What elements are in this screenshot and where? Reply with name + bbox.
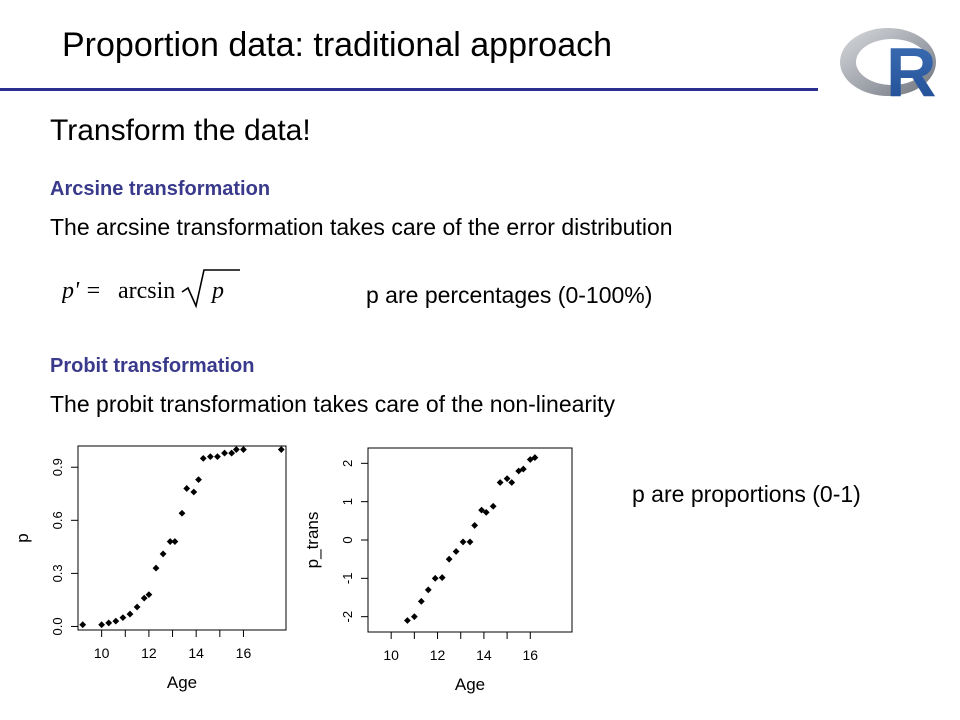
- y-tick-label: 0.6: [50, 511, 65, 529]
- data-point: [452, 548, 460, 555]
- slide-title: Proportion data: traditional approach: [62, 26, 613, 64]
- data-point: [195, 476, 202, 484]
- plot-frame: [77, 445, 287, 631]
- probit-heading: Probit transformation: [50, 355, 255, 377]
- x-tick-label: 12: [141, 645, 157, 661]
- data-point: [166, 538, 174, 545]
- y-tick-label: 0.9: [50, 458, 65, 476]
- data-point: [531, 454, 539, 461]
- title-underline: [0, 88, 818, 91]
- data-point: [126, 610, 134, 618]
- y-tick-label: 0: [340, 536, 355, 543]
- data-point: [438, 574, 446, 581]
- x-axis-label: Age: [167, 673, 197, 692]
- y-tick-label: -2: [340, 611, 355, 623]
- data-point: [228, 449, 236, 457]
- arcsine-heading: Arcsine transformation: [50, 178, 271, 200]
- data-point: [112, 617, 120, 625]
- data-point: [489, 502, 497, 510]
- y-axis-label: p: [13, 533, 32, 542]
- data-point: [240, 446, 247, 453]
- data-point: [482, 509, 490, 516]
- data-point: [98, 621, 106, 629]
- data-point: [277, 446, 285, 453]
- data-point: [199, 454, 207, 462]
- data-point: [232, 446, 240, 453]
- y-tick-label: 0.3: [50, 564, 65, 582]
- data-point: [178, 509, 186, 517]
- section-heading: Transform the data!: [50, 114, 311, 147]
- data-point: [417, 597, 425, 605]
- data-point: [105, 619, 113, 627]
- data-point: [79, 621, 87, 629]
- formula-lhs: p' =: [62, 278, 101, 304]
- data-point: [404, 617, 411, 624]
- y-tick-label: -1: [340, 573, 355, 585]
- data-point: [140, 594, 148, 602]
- r-logo-letter: R: [886, 33, 937, 110]
- arcsine-formula: p' = arcsin p: [62, 269, 240, 309]
- data-point: [519, 465, 527, 473]
- data-point: [190, 488, 198, 496]
- y-tick-label: 2: [340, 460, 355, 467]
- data-point: [478, 506, 485, 514]
- data-point: [410, 613, 418, 621]
- data-point: [459, 538, 467, 546]
- data-point: [503, 475, 511, 483]
- data-point: [496, 479, 504, 486]
- data-point: [152, 564, 160, 572]
- formula-var: p: [210, 278, 224, 304]
- data-point: [431, 574, 439, 582]
- probit-note: p are proportions (0-1): [632, 481, 861, 507]
- y-tick-label: 0.0: [50, 617, 65, 635]
- probit-description: The probit transformation takes care of …: [50, 391, 616, 417]
- data-point: [171, 538, 179, 545]
- arcsine-description: The arcsine transformation takes care of…: [50, 214, 673, 240]
- data-point: [466, 538, 474, 546]
- x-tick-label: 14: [188, 645, 204, 661]
- data-point: [424, 586, 432, 594]
- data-point: [221, 449, 228, 457]
- data-point: [471, 522, 479, 529]
- data-point: [206, 453, 214, 461]
- data-point: [214, 453, 221, 461]
- x-tick-label: 10: [94, 645, 110, 661]
- data-point: [445, 555, 453, 563]
- x-tick-label: 16: [236, 645, 252, 661]
- x-tick-label: 14: [476, 647, 492, 663]
- data-point: [159, 550, 167, 558]
- x-tick-label: 10: [383, 647, 399, 663]
- r-logo-icon: R: [840, 28, 937, 110]
- arcsine-note: p are percentages (0-100%): [366, 282, 653, 308]
- data-point: [133, 603, 141, 611]
- y-axis-label: p_trans: [303, 512, 322, 569]
- data-point: [508, 479, 516, 486]
- formula-func: arcsin: [118, 278, 175, 304]
- data-point: [145, 591, 153, 599]
- y-tick-label: 1: [340, 498, 355, 505]
- scatter-plot-p: 10 12 14 16 0.0 0.3 0.6 0.9 Age p: [13, 445, 287, 692]
- data-point: [183, 485, 191, 492]
- data-point: [526, 456, 534, 463]
- x-axis-label: Age: [455, 675, 485, 694]
- data-point: [119, 614, 127, 622]
- x-tick-label: 12: [430, 647, 446, 663]
- x-tick-label: 16: [522, 647, 538, 663]
